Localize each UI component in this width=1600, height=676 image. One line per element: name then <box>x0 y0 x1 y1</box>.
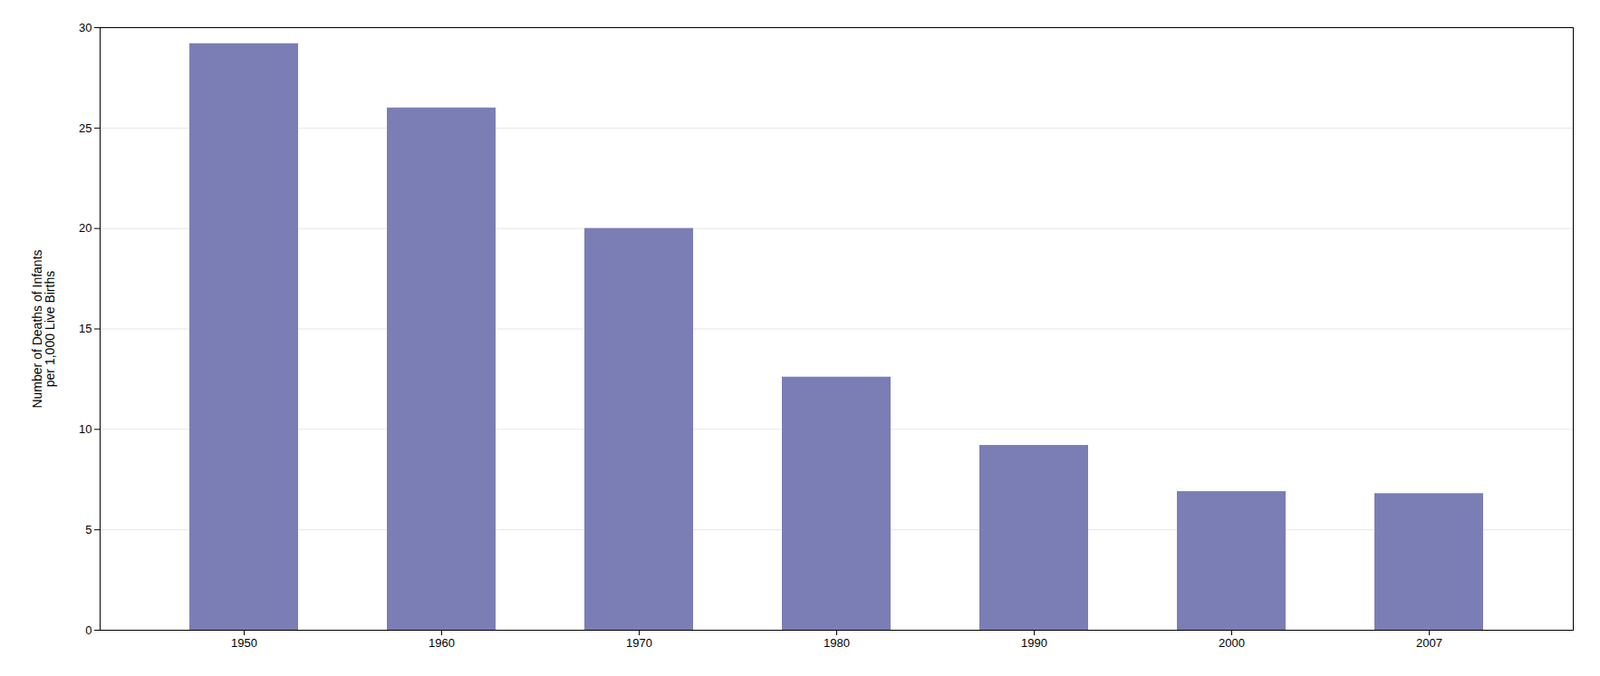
svg-text:1980: 1980 <box>823 636 850 650</box>
svg-text:15: 15 <box>78 321 92 336</box>
svg-text:2000: 2000 <box>1218 636 1245 650</box>
svg-text:5: 5 <box>85 522 92 537</box>
svg-text:10: 10 <box>78 422 92 436</box>
svg-text:1970: 1970 <box>626 636 653 650</box>
svg-text:30: 30 <box>78 20 92 35</box>
svg-text:1950: 1950 <box>231 636 258 650</box>
svg-text:1990: 1990 <box>1021 636 1048 650</box>
svg-text:20: 20 <box>78 221 92 235</box>
svg-text:25: 25 <box>78 120 92 135</box>
svg-text:0: 0 <box>85 623 92 637</box>
svg-text:Number of Deaths of Infantsper: Number of Deaths of Infantsper 1,000 Liv… <box>29 249 58 408</box>
svg-text:1960: 1960 <box>428 636 455 650</box>
svg-text:2007: 2007 <box>1416 636 1443 650</box>
